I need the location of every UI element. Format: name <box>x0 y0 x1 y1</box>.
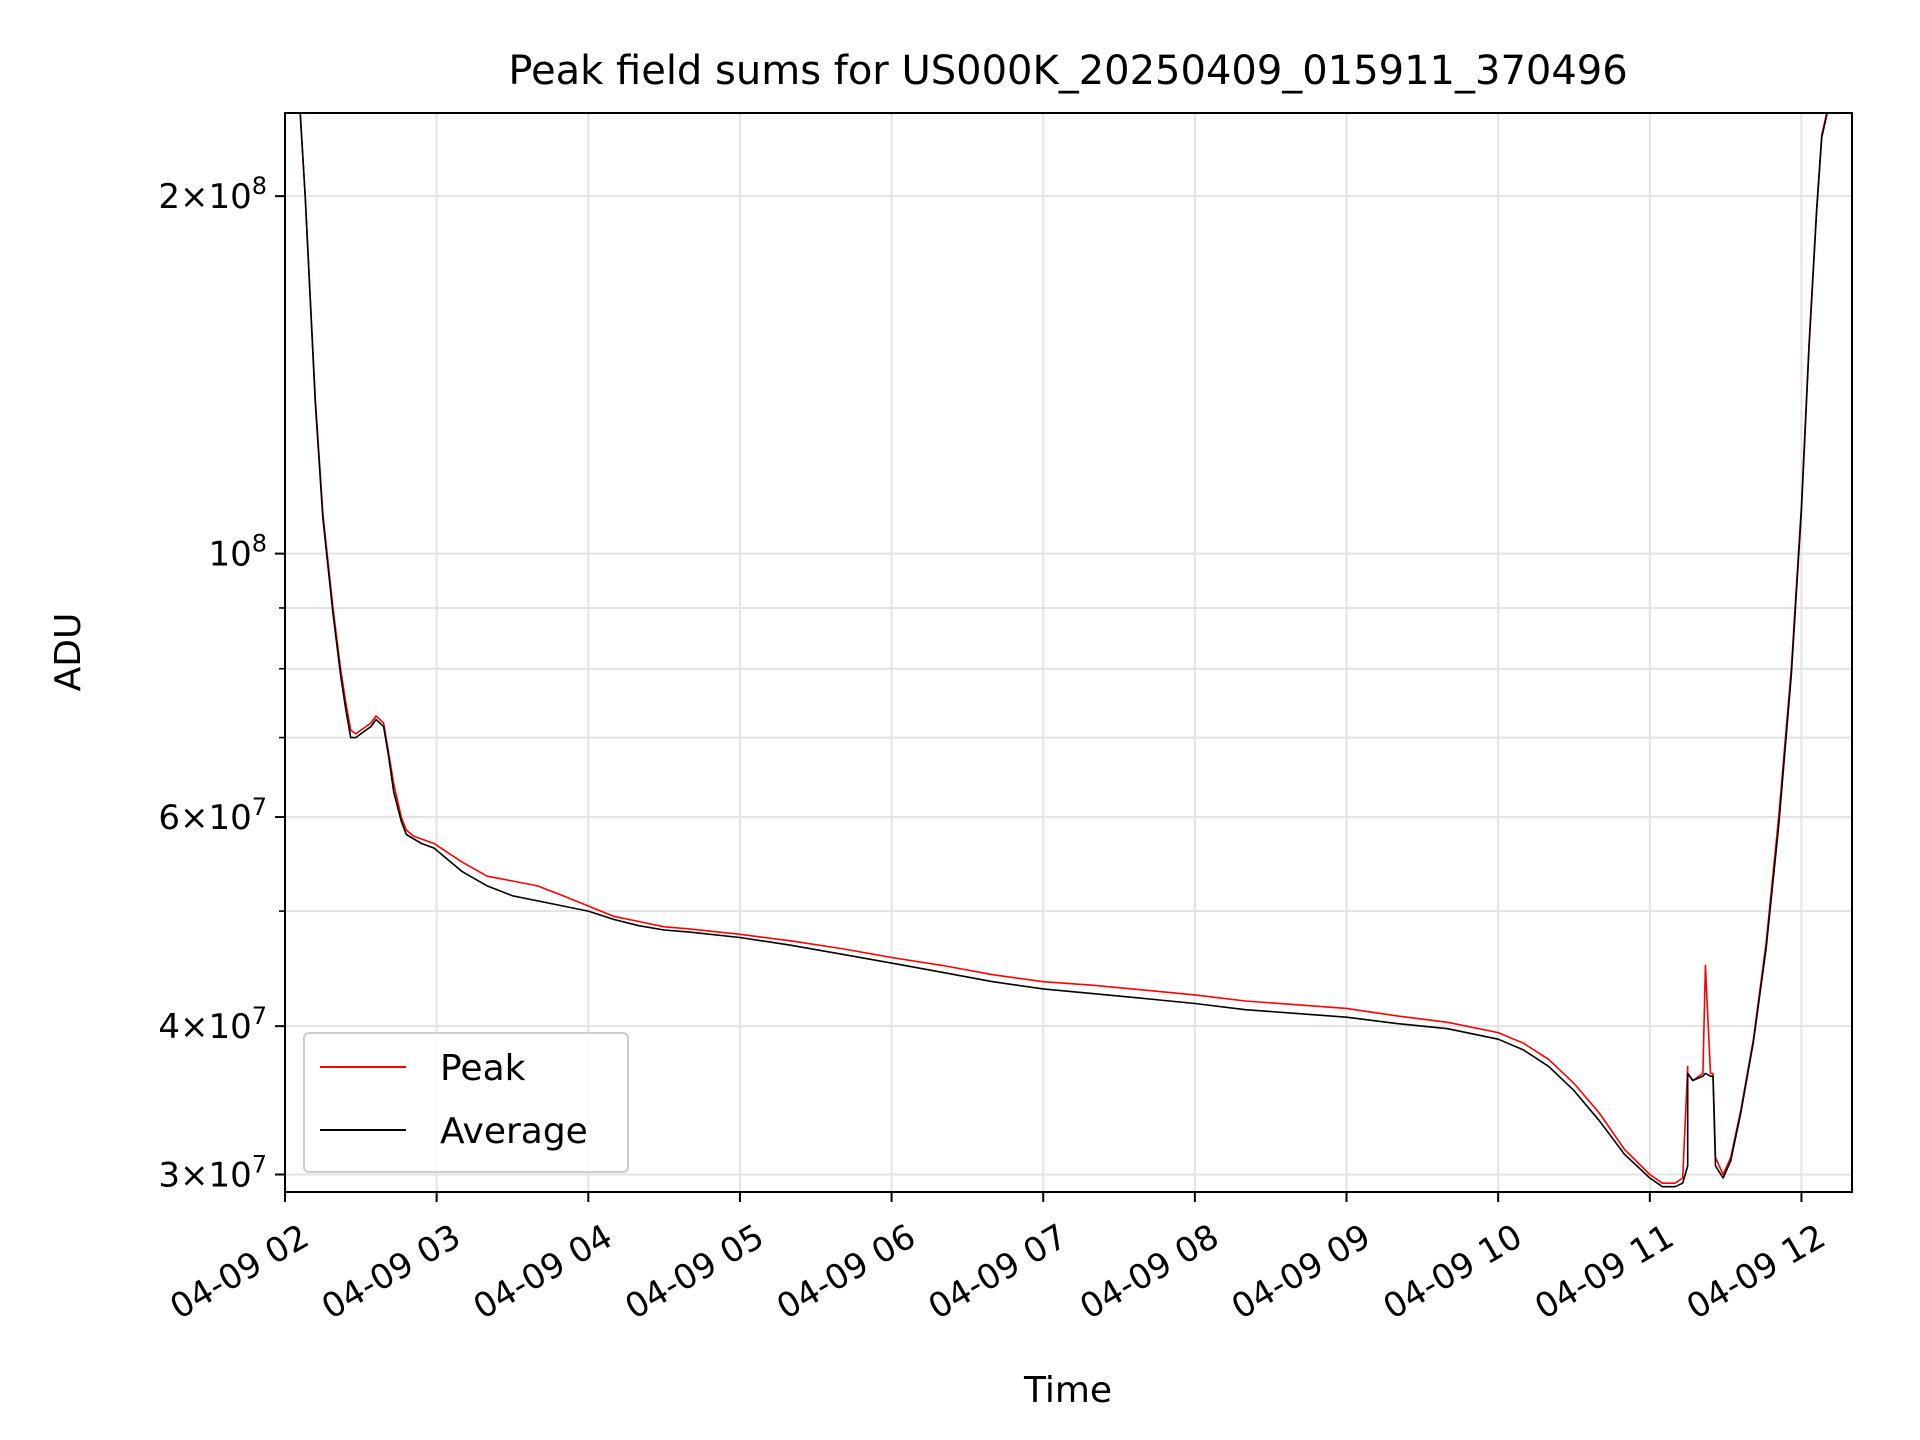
y-tick-label: 6×107 <box>158 793 267 838</box>
plot-frame <box>284 112 1853 1193</box>
legend-label-peak: Peak <box>440 1048 526 1089</box>
series-layer <box>299 113 1829 1188</box>
chart-title: Peak field sums for US000K_20250409_0159… <box>508 48 1627 94</box>
y-tick-exponent: 8 <box>252 530 267 558</box>
y-tick-base: 3×10 <box>158 1156 251 1196</box>
y-tick-label: 3×107 <box>158 1151 267 1196</box>
y-tick-label: 4×107 <box>158 1002 267 1047</box>
grid <box>284 113 1852 1192</box>
series-line-average <box>299 113 1829 1188</box>
y-tick-label: 108 <box>208 530 267 575</box>
legend: Peak Average <box>303 1032 629 1173</box>
y-tick-exponent: 7 <box>252 793 267 821</box>
legend-label-average: Average <box>440 1111 588 1152</box>
y-tick-base: 10 <box>208 535 251 575</box>
y-tick-base: 6×10 <box>158 798 251 838</box>
series-line-peak <box>299 113 1828 1184</box>
x-axis-label: Time <box>1023 1370 1112 1411</box>
y-tick-base: 2×10 <box>158 177 251 217</box>
y-tick-label: 2×108 <box>158 172 267 217</box>
y-tick-exponent: 7 <box>252 1151 267 1179</box>
y-tick-exponent: 7 <box>252 1002 267 1030</box>
y-axis-label: ADU <box>48 613 89 692</box>
y-tick-base: 4×10 <box>158 1007 251 1047</box>
y-tick-exponent: 8 <box>252 172 267 200</box>
